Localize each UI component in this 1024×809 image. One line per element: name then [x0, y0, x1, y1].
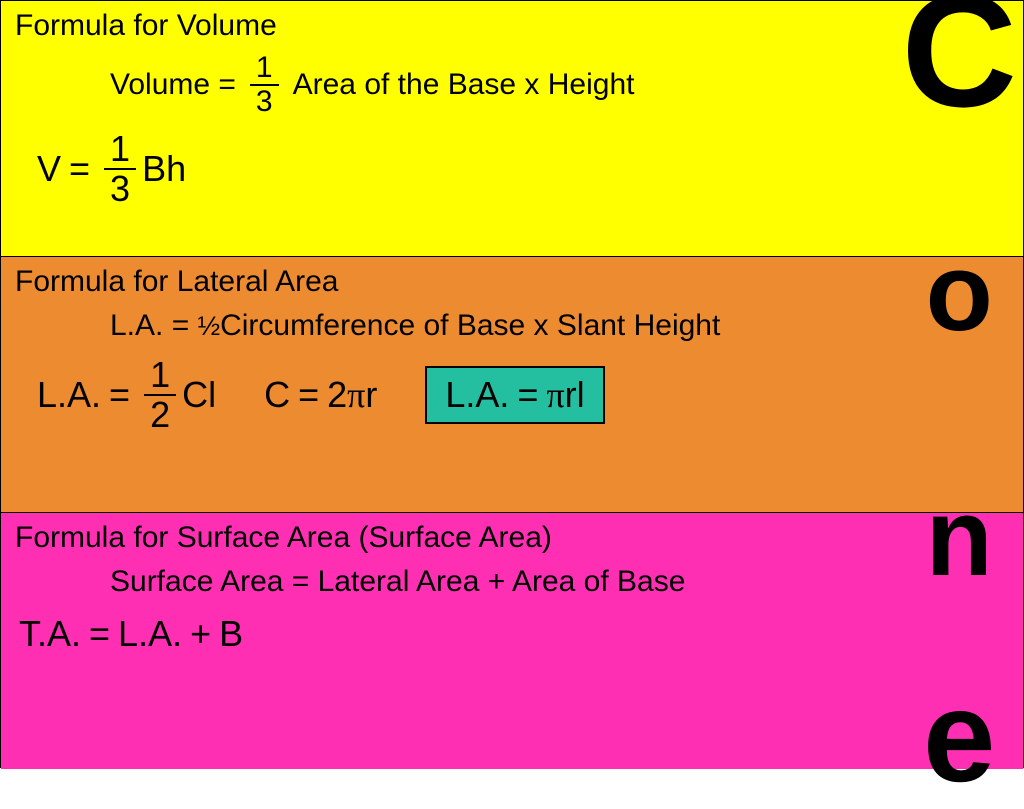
- equals-sign: =: [517, 374, 538, 416]
- lateral-word-rhs: Circumference of Base x Slant Height: [220, 309, 720, 342]
- fraction-den: 3: [110, 170, 130, 207]
- lateral-word-lhs: L.A. =: [110, 309, 198, 342]
- volume-fraction: 1 3: [104, 131, 136, 207]
- cl-text: Cl: [182, 374, 216, 416]
- lateral-formula-highlighted: L.A. = πrl: [425, 366, 604, 424]
- volume-word-lhs: Volume =: [110, 68, 236, 102]
- equals-sign: =: [89, 613, 110, 655]
- volume-word-formula: Volume = 1 3 Area of the Base x Height: [110, 53, 1009, 117]
- la-text: L.A.: [118, 613, 182, 655]
- r-text: r: [365, 374, 377, 416]
- volume-Bh: Bh: [142, 148, 186, 190]
- c-text: C: [264, 374, 290, 416]
- volume-V: V: [37, 148, 61, 190]
- fraction-den: 2: [150, 396, 170, 433]
- volume-symbol-formula: V = 1 3 Bh: [37, 131, 1009, 207]
- section-lateral-area: Formula for Lateral Area L.A. = ½Circumf…: [1, 257, 1023, 513]
- la-text: L.A.: [445, 374, 509, 416]
- equals-sign: =: [298, 374, 319, 416]
- lateral-fraction: 1 2: [144, 357, 176, 433]
- pi-symbol: π: [347, 374, 365, 416]
- lateral-symbol-formulas: L.A. = 1 2 Cl C = 2πr L.A. = πrl: [37, 357, 1009, 433]
- lateral-heading: Formula for Lateral Area: [15, 265, 1009, 299]
- pi-symbol: π: [546, 374, 564, 416]
- fraction-num: 1: [250, 53, 279, 86]
- fraction-num: 1: [104, 131, 136, 170]
- surface-heading: Formula for Surface Area (Surface Area): [15, 521, 1009, 555]
- surface-word-formula: Surface Area = Lateral Area + Area of Ba…: [110, 565, 1009, 599]
- fraction-num: 1: [144, 357, 176, 396]
- one-half-glyph: ½: [198, 311, 221, 341]
- lateral-formula-half-cl: L.A. = 1 2 Cl: [37, 357, 216, 433]
- equals-sign: =: [109, 374, 130, 416]
- volume-word-fraction: 1 3: [250, 53, 279, 117]
- volume-word-rhs: Area of the Base x Height: [293, 68, 635, 102]
- surface-symbol-formula: T.A. = L.A. + B: [19, 613, 1009, 655]
- volume-heading: Formula for Volume: [15, 9, 1009, 43]
- lateral-word-formula: L.A. = ½Circumference of Base x Slant He…: [110, 309, 1009, 343]
- ta-text: T.A.: [19, 613, 81, 655]
- fraction-den: 3: [256, 86, 273, 117]
- equals-sign: =: [69, 148, 90, 190]
- section-volume: Formula for Volume Volume = 1 3 Area of …: [1, 1, 1023, 257]
- lateral-formula-circumference: C = 2πr: [264, 374, 377, 416]
- rl-text: rl: [565, 374, 585, 416]
- plus-sign: +: [190, 613, 211, 655]
- two-text: 2: [327, 374, 347, 416]
- la-text: L.A.: [37, 374, 101, 416]
- b-text: B: [219, 613, 243, 655]
- section-surface-area: Formula for Surface Area (Surface Area) …: [1, 513, 1023, 769]
